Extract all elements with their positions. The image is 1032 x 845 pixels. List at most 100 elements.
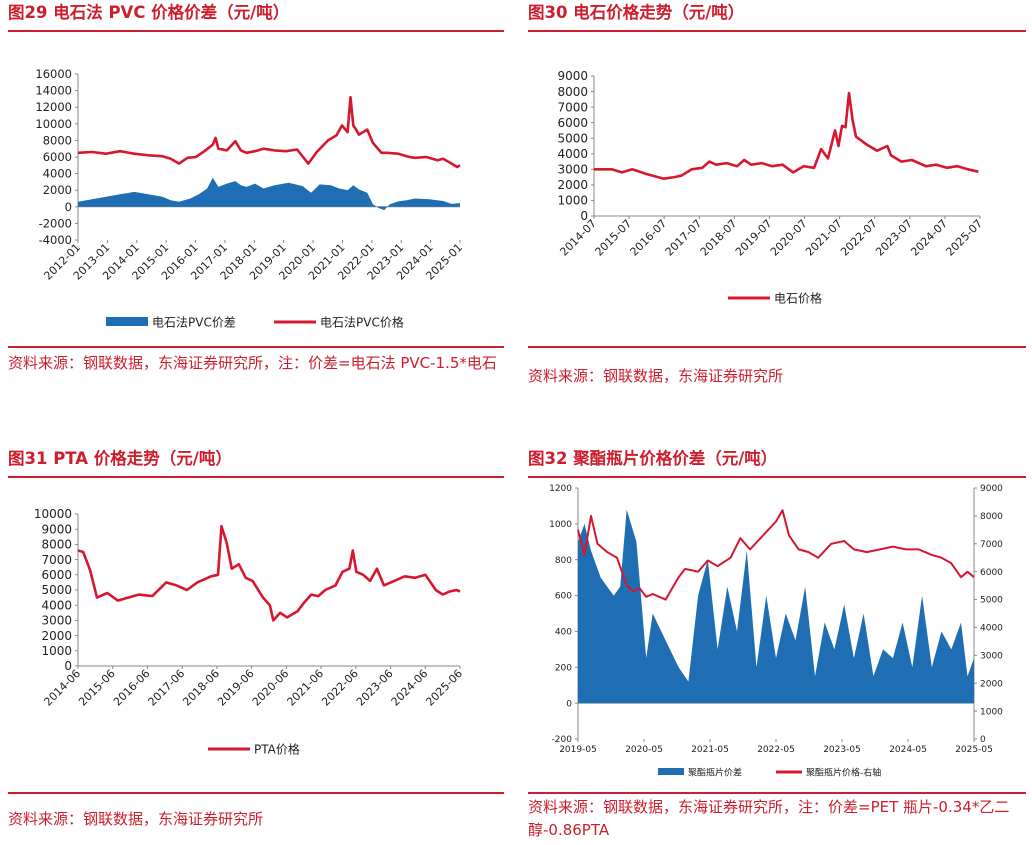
y-right-tick-label: 5000: [980, 596, 1003, 606]
legend-label-0: 聚酯瓶片价差: [688, 766, 742, 778]
x-tick-label: 2023-05: [823, 745, 861, 755]
fig32-source: 资料来源：钢联数据，东海证券研究所，注：价差=PET 瓶片-0.34*乙二醇-0…: [528, 798, 1010, 839]
x-tick-label: 2017-06: [146, 667, 188, 709]
y-tick-label: 1000: [557, 194, 588, 208]
y-tick-label: 9000: [41, 522, 72, 536]
series-line-0: [594, 91, 979, 180]
fig30-source: 资料来源：钢联数据，东海证券研究所: [528, 367, 784, 385]
fig31-chart: 1000090008000700060005000400030002000100…: [34, 507, 465, 757]
y-right-tick-label: 0: [980, 735, 986, 745]
fig31-source-rule: [8, 792, 504, 794]
series-line-0: [77, 524, 461, 622]
panel-fig31: 图31 PTA 价格走势（元/吨） 10000 9000 8000 7000 6000 5…: [8, 446, 504, 841]
x-tick-label: 2014-07: [557, 217, 599, 259]
x-tick-label: 2025-05: [955, 745, 993, 755]
x-tick-label: 2021-06: [285, 667, 327, 709]
x-tick-label: 2016-06: [111, 667, 153, 709]
x-tick-label: 2023-06: [354, 667, 396, 709]
x-tick-label: 2015-07: [593, 217, 635, 259]
y-tick-label: 1200: [549, 484, 572, 494]
y-tick-label: -200: [552, 735, 573, 745]
y-tick-label: 4000: [43, 167, 72, 181]
y-tick-label: 8000: [43, 133, 72, 147]
y-tick-label: 2000: [43, 183, 72, 197]
legend-label-0: 电石价格: [774, 291, 822, 306]
fig30-title: 图30 电石价格走势（元/吨）: [528, 3, 745, 22]
x-tick-label: 2020-06: [250, 667, 292, 709]
y-tick-label: 7000: [557, 100, 588, 114]
y-tick-label: 10000: [35, 117, 72, 131]
series-line-1: [77, 95, 461, 169]
x-tick-label: 2018-07: [698, 217, 740, 259]
y-tick-label: 200: [555, 663, 572, 673]
legend-swatch-0: [658, 768, 684, 775]
legend-label-0: 电石法PVC价差: [152, 316, 236, 330]
fig30-title-rule: [528, 30, 1026, 32]
y-tick-label: 0: [65, 200, 72, 214]
y-right-tick-label: 8000: [980, 512, 1003, 522]
y-tick-label: 10000: [34, 507, 72, 521]
legend-label-0: PTA价格: [254, 742, 300, 757]
y-right-tick-label: 3000: [980, 651, 1003, 661]
panel-fig30: 图30 电石价格走势（元/吨） 9000 8000 7000 6000 5000 4000…: [528, 0, 1026, 410]
fig29-title-rule: [8, 30, 504, 32]
x-tick-label: 2018-06: [180, 667, 222, 709]
y-tick-label: 7000: [41, 553, 72, 567]
fig31-source: 资料来源：钢联数据，东海证券研究所: [8, 810, 264, 828]
x-tick-label: 2024-07: [908, 217, 950, 259]
fig29-source: 资料来源：钢联数据，东海证券研究所，注：价差=电石法 PVC-1.5*电石: [8, 354, 497, 372]
x-tick-label: 2021-07: [803, 217, 845, 259]
fig31-title: 图31 PTA 价格走势（元/吨）: [8, 449, 232, 468]
y-right-tick-label: 1000: [980, 707, 1003, 717]
y-tick-label: 1000: [41, 644, 72, 658]
x-tick-label: 2015-06: [76, 667, 118, 709]
y-tick-label: 6000: [557, 116, 588, 130]
y-right-tick-label: 9000: [980, 484, 1003, 494]
panel-fig32: 图32 聚酯瓶片价格价差（元/吨） 1200 1000 800 600 400 200 0-…: [528, 446, 1026, 845]
y-tick-label: 800: [555, 556, 572, 566]
x-tick-label: 2019-07: [733, 217, 775, 259]
x-tick-label: 2020-05: [625, 745, 663, 755]
series-line-1: [577, 509, 975, 601]
x-tick-label: 2022-05: [757, 745, 795, 755]
fig31-title-rule: [8, 476, 504, 478]
fig32-chart: 120010008006004002000-200900080007000600…: [549, 484, 1003, 778]
x-tick-label: 2020-07: [768, 217, 810, 259]
y-tick-label: 2000: [41, 629, 72, 643]
y-tick-label: 14000: [35, 84, 72, 98]
y-tick-label: -2000: [39, 216, 72, 230]
y-tick-label: 5000: [41, 583, 72, 597]
y-tick-label: 9000: [557, 69, 588, 83]
x-tick-label: 2025-06: [423, 667, 465, 709]
x-tick-label: 2021-05: [691, 745, 729, 755]
x-tick-label: 2024-06: [389, 667, 431, 709]
y-tick-label: 8000: [41, 538, 72, 552]
fig29-chart: 16000 14000 12000 10000 8000 6000 4000 2000 0 -20…: [35, 67, 465, 330]
y-tick-label: -4000: [39, 233, 72, 247]
x-tick-label: 2024-05: [889, 745, 927, 755]
fig32-title-rule: [528, 476, 1026, 478]
y-tick-label: 600: [555, 592, 572, 602]
x-tick-label: 2016-07: [628, 217, 670, 259]
series-area-0: [78, 177, 460, 211]
y-tick-label: 0: [64, 659, 72, 673]
x-tick-label: 2022-06: [319, 667, 361, 709]
fig30-chart: 9000800070006000500040003000200010000201…: [557, 69, 985, 306]
legend-swatch-0: [106, 317, 148, 326]
x-tick-label: 2017-07: [663, 217, 705, 259]
y-tick-label: 6000: [41, 568, 72, 582]
x-tick-label: 2014-06: [41, 667, 83, 709]
y-tick-label: 5000: [557, 131, 588, 145]
y-tick-label: 2000: [557, 178, 588, 192]
fig30-source-rule: [528, 346, 1026, 348]
series-area-0: [578, 509, 974, 704]
x-tick-label: 2022-07: [838, 217, 880, 259]
y-tick-label: 12000: [35, 100, 72, 114]
y-right-tick-label: 6000: [980, 568, 1003, 578]
legend-label-1: 聚酯瓶片价格-右轴: [806, 766, 881, 778]
legend-label-1: 电石法PVC价格: [320, 315, 404, 330]
y-tick-label: 4000: [41, 598, 72, 612]
fig29-title: 图29 电石法 PVC 价格价差（元/吨）: [8, 3, 290, 22]
y-tick-label: 3000: [557, 163, 588, 177]
panel-fig29: 图29 电石法 PVC 价格价差（元/吨） 16000 14000 12000 100…: [8, 0, 504, 410]
